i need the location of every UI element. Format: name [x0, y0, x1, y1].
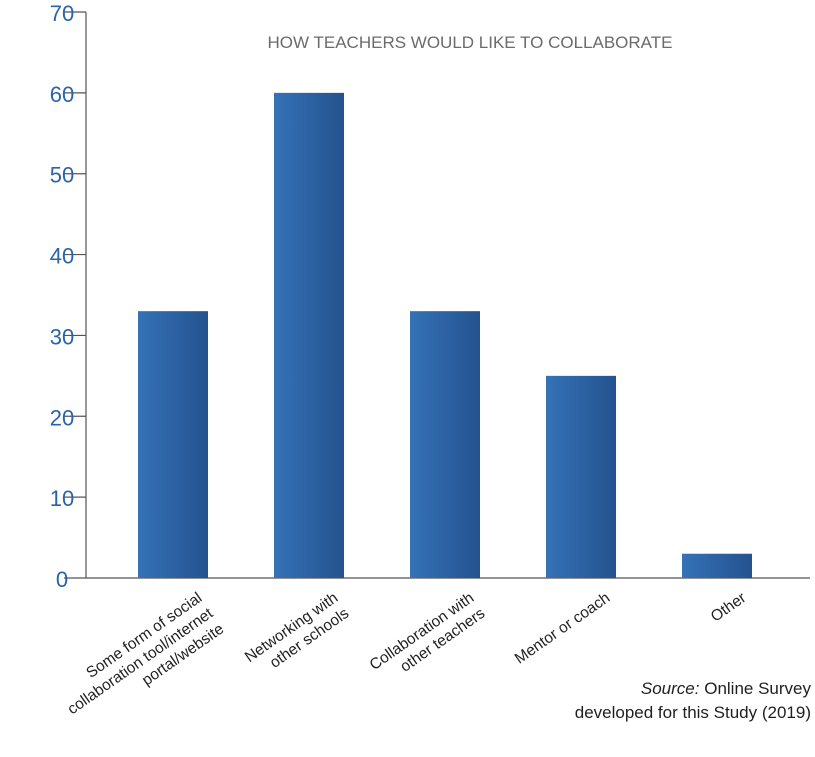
x-tick-label-line: Other [708, 589, 750, 625]
bars [138, 92, 752, 578]
x-tick-label: Some form of socialcollaboration tool/in… [54, 589, 228, 734]
source-label: Source: [640, 679, 700, 698]
bar [410, 311, 480, 578]
y-tick-label: 0 [56, 567, 68, 592]
y-tick-label: 60 [50, 82, 74, 107]
x-tick-label: Collaboration withother teachers [367, 589, 489, 689]
x-tick-label: Other [708, 589, 750, 625]
source-text-line2: developed for this Study (2019) [574, 703, 811, 722]
y-tick-label: 10 [50, 486, 74, 511]
x-tick-label-line: Mentor or coach [512, 589, 613, 667]
y-tick-label: 40 [50, 244, 74, 269]
y-tick-label: 20 [50, 405, 74, 430]
y-tick-label: 50 [50, 163, 74, 188]
y-axis: 0 10 20 30 40 50 60 70 [50, 1, 87, 592]
chart-title: HOW TEACHERS WOULD LIKE TO COLLABORATE [268, 33, 673, 52]
bar [274, 92, 344, 578]
bar [546, 375, 616, 578]
bar [682, 553, 752, 578]
x-tick-label: Networking withother schools [242, 589, 352, 681]
y-tick-label: 70 [50, 1, 74, 26]
x-tick-label-line: collaboration tool/internet [65, 605, 217, 719]
x-tick-label: Mentor or coach [512, 589, 613, 667]
source-note: Source: Online Survey developed for this… [575, 677, 811, 725]
bar [138, 311, 208, 578]
source-text-line1: Online Survey [704, 679, 811, 698]
y-tick-label: 30 [50, 324, 74, 349]
